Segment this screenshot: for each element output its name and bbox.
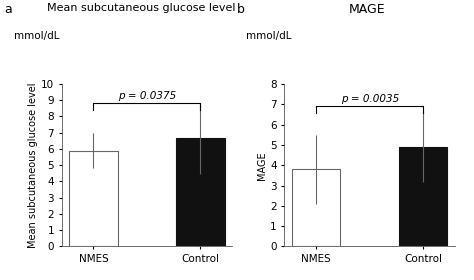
Text: p = 0.0375: p = 0.0375 — [118, 91, 176, 101]
Bar — [176, 138, 225, 246]
Text: Mean subcutaneous glucose level: Mean subcutaneous glucose level — [47, 3, 236, 13]
Bar — [399, 147, 447, 246]
Text: mmol/dL: mmol/dL — [246, 31, 292, 41]
Bar — [69, 151, 118, 246]
Text: MAGE: MAGE — [349, 3, 386, 16]
Text: a: a — [5, 3, 12, 16]
Bar — [292, 169, 340, 246]
Y-axis label: MAGE: MAGE — [257, 151, 267, 179]
Y-axis label: Mean subcutaneous glucose level: Mean subcutaneous glucose level — [28, 82, 38, 248]
Text: p = 0.0035: p = 0.0035 — [341, 94, 399, 104]
Text: mmol/dL: mmol/dL — [14, 31, 60, 41]
Text: b: b — [237, 3, 245, 16]
